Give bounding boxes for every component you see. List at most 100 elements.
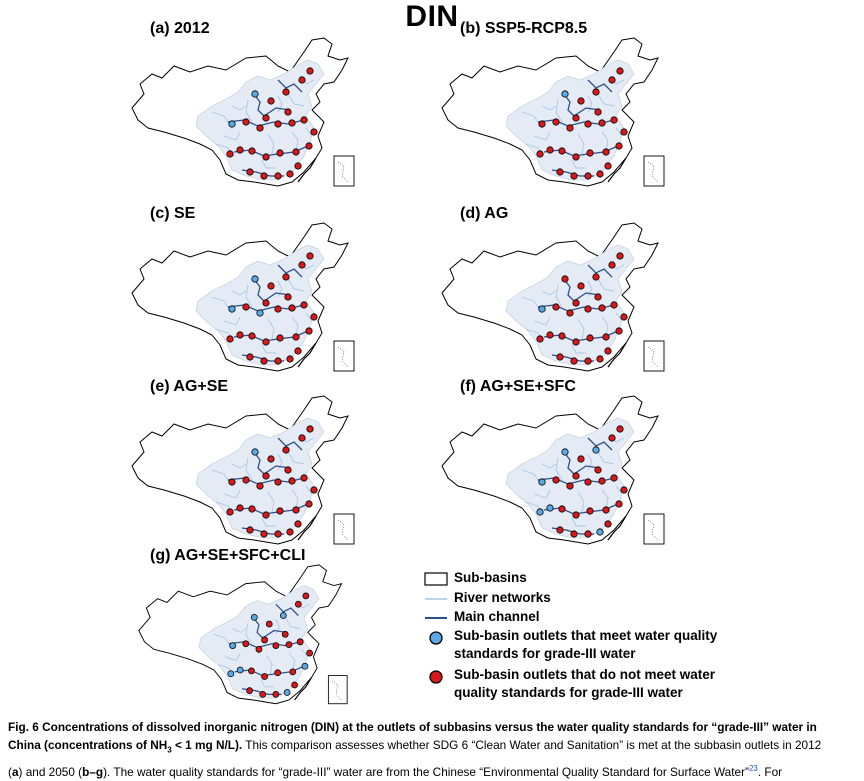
legend-label: Sub-basin outlets that meet water qualit… xyxy=(454,628,718,661)
outlet-fails-standard xyxy=(262,338,270,346)
outlet-fails-standard xyxy=(584,120,592,128)
river-network xyxy=(555,457,563,481)
china-map xyxy=(131,222,355,372)
river-network xyxy=(597,451,615,465)
river-network xyxy=(261,517,276,527)
outlet-fails-standard xyxy=(302,592,310,600)
river-network xyxy=(267,318,275,340)
subbasin-area xyxy=(195,244,325,366)
river-network xyxy=(305,127,313,137)
outlet-fails-standard xyxy=(246,168,254,176)
outlet-fails-standard xyxy=(248,505,256,513)
outlet-fails-standard xyxy=(274,357,282,365)
outlet-fails-standard xyxy=(620,128,628,136)
outlet-fails-standard xyxy=(570,172,578,180)
meet-outlet-dot xyxy=(429,631,443,645)
river-network xyxy=(231,463,247,469)
outlet-fails-standard xyxy=(566,309,574,317)
outlet-fails-standard xyxy=(306,649,313,657)
outlet-fails-standard xyxy=(546,146,554,154)
outlet-fails-standard xyxy=(284,466,292,474)
outlet-fails-standard xyxy=(294,347,302,355)
outlet-fails-standard xyxy=(602,148,610,156)
outlet-meets-standard xyxy=(538,305,546,313)
outlet-fails-standard xyxy=(616,425,624,433)
outlet-fails-standard xyxy=(300,301,308,309)
outlet-fails-standard xyxy=(272,642,280,649)
river-network xyxy=(291,131,299,153)
outlet-fails-standard xyxy=(310,313,318,321)
outlet-fails-standard xyxy=(572,299,580,307)
china-map xyxy=(441,395,665,545)
outlet-fails-standard xyxy=(282,446,290,454)
river-network xyxy=(577,491,585,513)
map-panel-ssp5-rcp85: (b) SSP5-RCP8.5 xyxy=(441,20,760,190)
outlet-meets-standard xyxy=(538,478,546,486)
main-channel xyxy=(253,451,291,475)
main-channel xyxy=(563,278,601,302)
panel-label: (g) AG+SE+SFC+CLI xyxy=(150,547,306,564)
outlet-fails-standard xyxy=(226,508,234,516)
river-network xyxy=(284,617,301,630)
outlet-meets-standard xyxy=(250,614,258,621)
outlet-meets-standard xyxy=(251,448,259,456)
outlet-meets-standard xyxy=(301,662,309,670)
outlet-fails-standard xyxy=(256,482,264,490)
river-network xyxy=(615,127,623,137)
river-network xyxy=(571,344,586,354)
outlet-fails-standard xyxy=(292,333,300,341)
outlet-fails-standard xyxy=(610,116,618,124)
river-network xyxy=(277,280,283,298)
outlet-fails-standard xyxy=(566,124,574,132)
outlet-fails-standard xyxy=(592,273,600,281)
map-panel-ag: (d) AG xyxy=(441,205,760,375)
outlet-fails-standard xyxy=(272,690,280,698)
outlet-fails-standard xyxy=(261,673,268,680)
south-china-sea-inset xyxy=(643,155,665,187)
citation-link[interactable]: 23 xyxy=(748,763,758,773)
outlet-fails-standard xyxy=(615,500,623,508)
outlet-fails-standard xyxy=(300,474,308,482)
panel-label: (d) AG xyxy=(460,205,509,222)
outlet-fails-standard xyxy=(598,304,606,312)
river-network xyxy=(267,491,275,513)
outlet-fails-standard xyxy=(602,333,610,341)
outlet-fails-standard xyxy=(288,477,296,485)
outlet-fails-standard xyxy=(274,305,282,313)
outlet-fails-standard xyxy=(284,293,292,301)
south-china-sea-inset xyxy=(333,513,355,545)
river-network xyxy=(615,312,623,322)
river-network xyxy=(587,453,593,471)
outlet-fails-standard xyxy=(260,357,268,365)
outlet-fails-standard xyxy=(294,600,302,608)
river-network xyxy=(533,316,551,326)
outlet-fails-standard xyxy=(305,327,313,335)
outlet-fails-standard xyxy=(274,120,282,128)
outlet-fails-standard xyxy=(558,147,566,155)
outlet-fails-standard xyxy=(265,620,273,628)
river-network xyxy=(287,451,305,465)
river-network xyxy=(245,99,253,123)
outlet-fails-standard xyxy=(236,146,244,154)
outlet-fails-standard xyxy=(291,681,298,689)
outlet-fails-standard xyxy=(260,530,268,538)
coastline xyxy=(607,342,627,368)
coastline xyxy=(297,515,317,541)
river-network xyxy=(601,316,609,338)
outlet-fails-standard xyxy=(592,88,600,96)
outlet-fails-standard xyxy=(552,118,560,126)
river-network xyxy=(245,457,253,481)
caption-text: This comparison assesses whether SDG 6 “… xyxy=(242,738,822,753)
outlet-fails-standard xyxy=(294,520,302,528)
subbasin-area xyxy=(505,244,635,366)
outlet-fails-standard xyxy=(577,455,585,463)
panel-label: (f) AG+SE+SFC xyxy=(460,378,576,395)
not-meet-outlet-dot xyxy=(429,670,443,684)
outlet-meets-standard xyxy=(596,528,604,536)
outlet-fails-standard xyxy=(242,640,250,648)
outlet-fails-standard xyxy=(594,108,602,116)
subbasin-area xyxy=(198,585,320,699)
panel-label: (b) SSP5-RCP8.5 xyxy=(460,20,588,37)
outlet-fails-standard xyxy=(604,162,612,170)
outlet-fails-standard xyxy=(546,331,554,339)
